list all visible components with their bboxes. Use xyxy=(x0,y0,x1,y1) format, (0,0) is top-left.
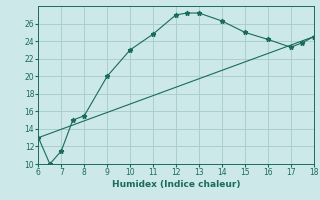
X-axis label: Humidex (Indice chaleur): Humidex (Indice chaleur) xyxy=(112,180,240,189)
